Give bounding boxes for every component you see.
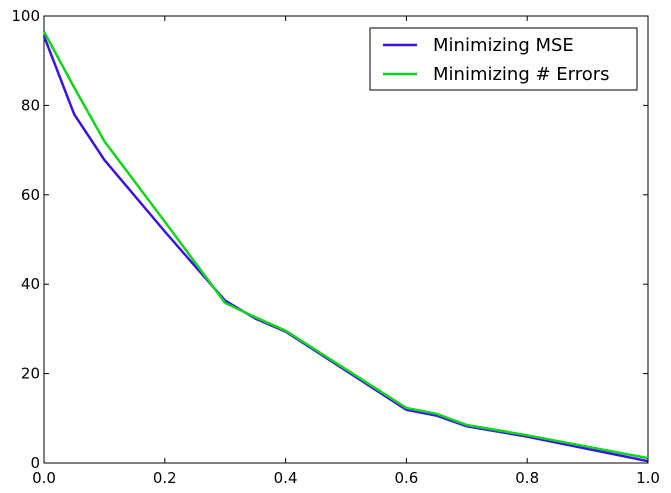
y-tick-label: 60 [21, 186, 40, 204]
series-line-1 [42, 35, 649, 463]
plot-area [43, 15, 649, 464]
x-tick-label: 0.8 [515, 469, 539, 487]
legend-label: Minimizing MSE [433, 35, 574, 56]
legend-label: Minimizing # Errors [433, 64, 610, 85]
x-tick-label: 0.2 [153, 469, 177, 487]
x-tick-label: 0.6 [394, 469, 418, 487]
axis-ticks: 0.0 0.2 0.4 0.6 0.8 1.0 0 20 40 60 80 100 [11, 7, 660, 487]
series-layer [42, 31, 649, 463]
y-tick-label: 40 [21, 275, 40, 293]
x-tick-label: 1.0 [636, 469, 660, 487]
legend-box [369, 27, 638, 91]
y-tick-label: 100 [11, 7, 40, 25]
series-line-2 [42, 31, 649, 460]
x-tick-label: 0.0 [32, 469, 56, 487]
legend: Minimizing MSE Minimizing # Errors [369, 27, 638, 91]
y-tick-label: 0 [30, 454, 40, 472]
y-tick-label: 20 [21, 365, 40, 383]
x-tick-label: 0.4 [274, 469, 298, 487]
y-tick-label: 80 [21, 96, 40, 114]
